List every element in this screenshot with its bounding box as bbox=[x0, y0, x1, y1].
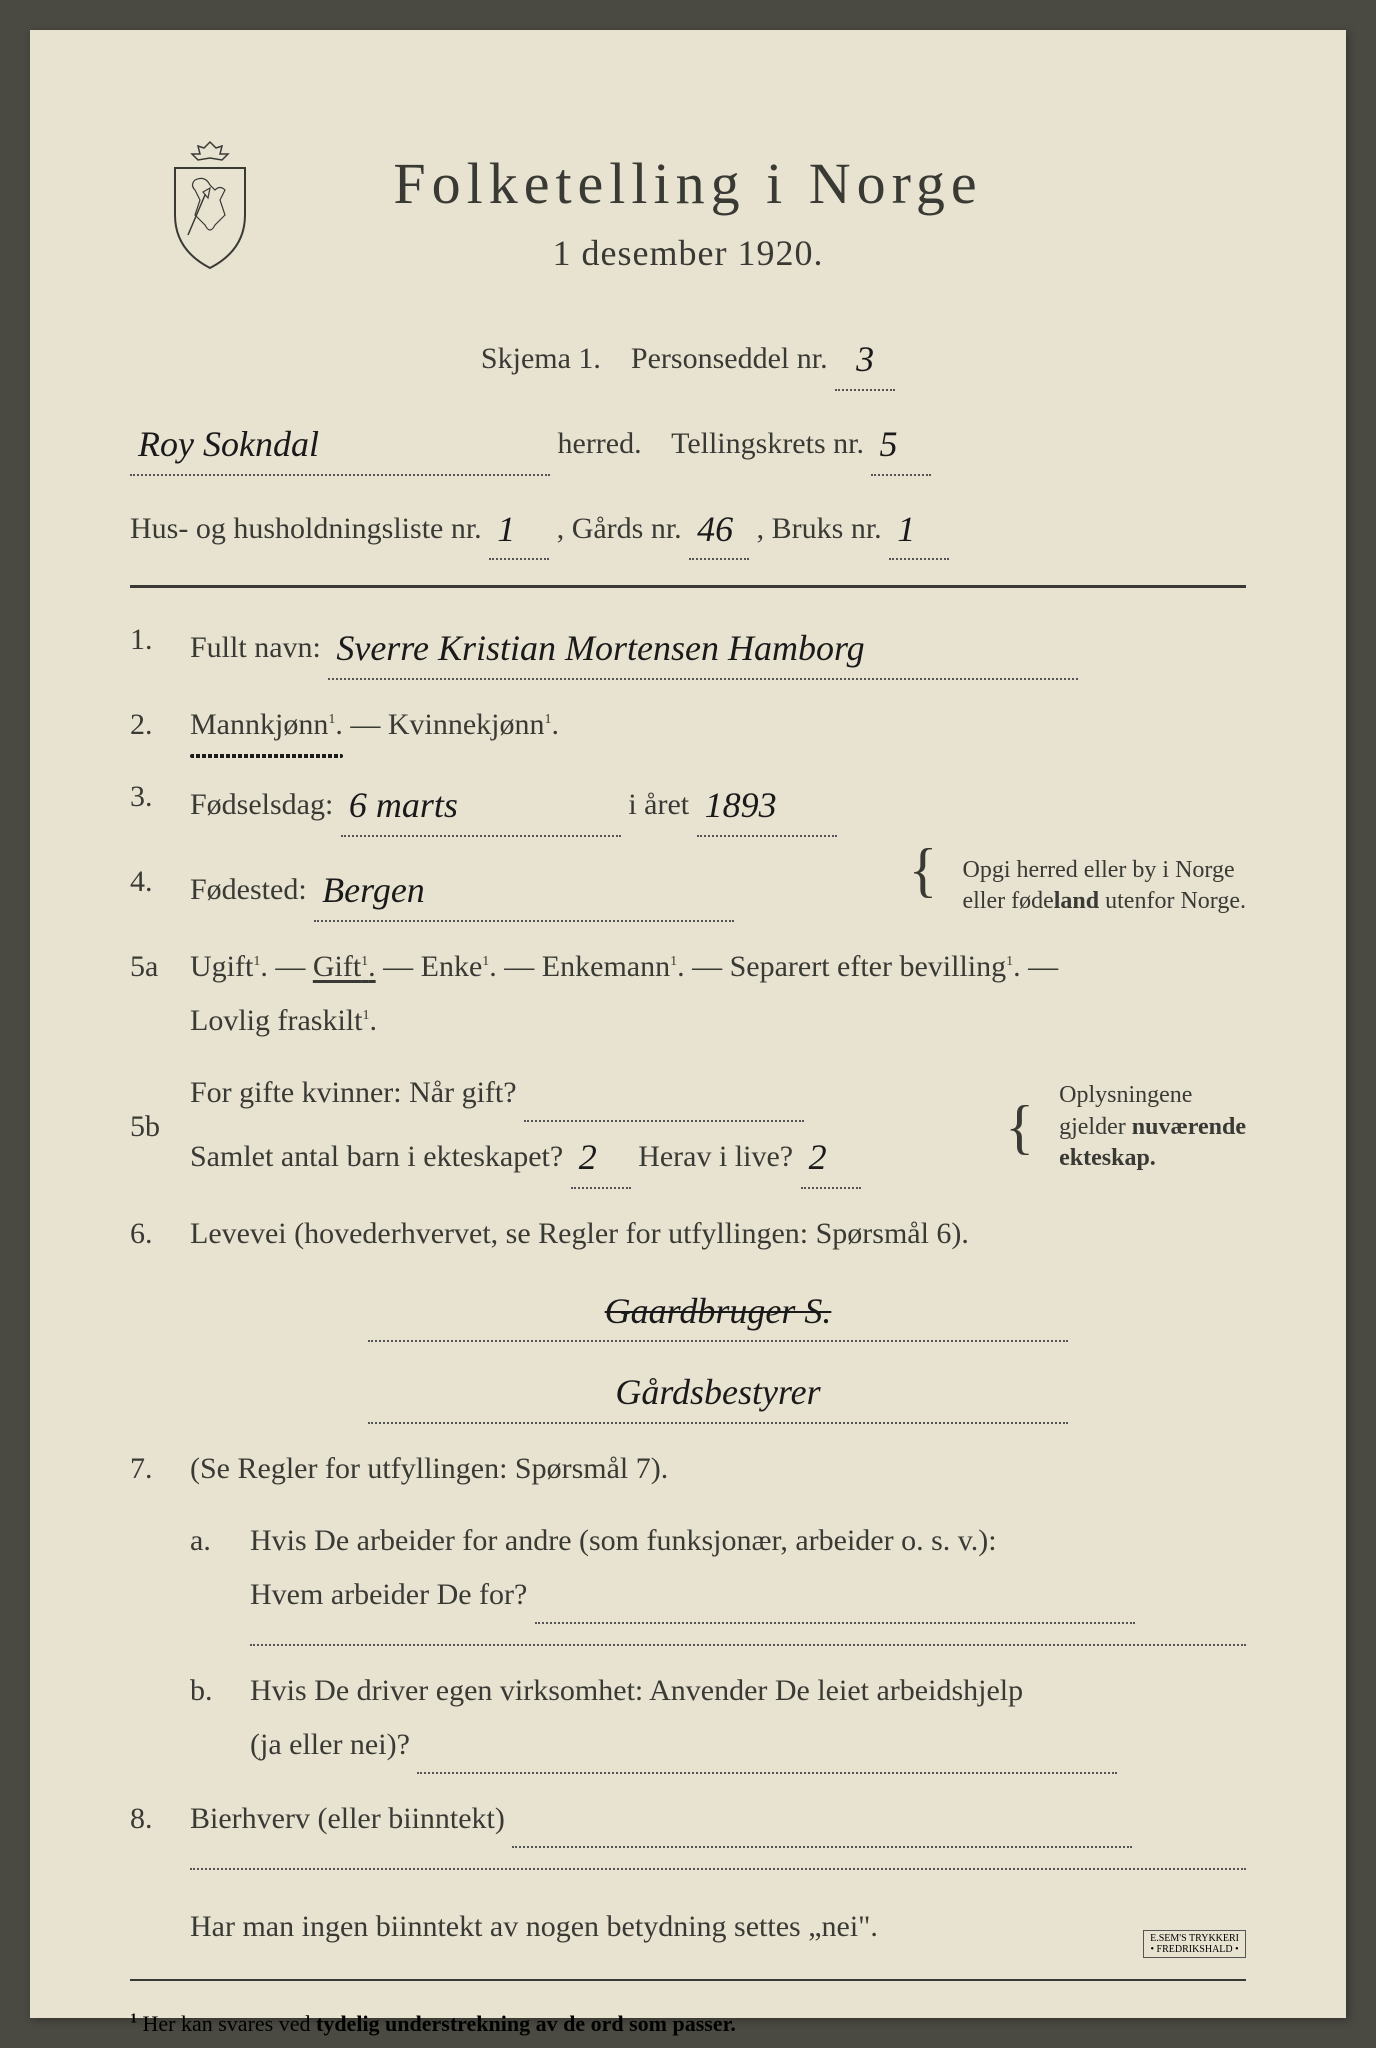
q7a-label2: Hvem arbeider De for? bbox=[250, 1578, 527, 1611]
q7a-letter: a. bbox=[190, 1514, 211, 1568]
main-title: Folketelling i Norge bbox=[130, 150, 1246, 217]
subtitle-date: 1 desember 1920. bbox=[130, 232, 1246, 274]
footer-note-1: Har man ingen biinntekt av nogen betydni… bbox=[130, 1900, 1246, 1954]
printer-mark: E.SEM'S TRYKKERI • FREDRIKSHALD • bbox=[1143, 1930, 1246, 1958]
document-header: Folketelling i Norge 1 desember 1920. bbox=[130, 150, 1246, 274]
q8-label: Bierhverv (eller biinntekt) bbox=[190, 1802, 505, 1835]
q2-mannkjonn: Mannkjønn1. bbox=[190, 698, 343, 752]
question-1: 1. Fullt navn: Sverre Kristian Mortensen… bbox=[130, 613, 1246, 680]
q5b-number: 5b bbox=[130, 1100, 160, 1154]
q5a-enke: Enke1. bbox=[421, 950, 497, 983]
q1-label: Fullt navn: bbox=[190, 631, 321, 664]
divider-bottom bbox=[130, 1979, 1246, 1981]
question-4: 4. Fødested: Bergen { Opgi herred eller … bbox=[130, 855, 1246, 922]
q5b-side-note: Oplysningene gjelder nuværende ekteskap. bbox=[1059, 1080, 1246, 1174]
census-form-document: Folketelling i Norge 1 desember 1920. Sk… bbox=[30, 30, 1346, 2018]
q2-number: 2. bbox=[130, 698, 153, 752]
q5a-enkemann: Enkemann1. bbox=[542, 950, 685, 983]
q3-year-value: 1893 bbox=[705, 785, 777, 825]
divider-top bbox=[130, 585, 1246, 588]
gards-nr: 46 bbox=[697, 509, 733, 549]
schema-line: Skjema 1. Personseddel nr. 3 bbox=[130, 324, 1246, 391]
q5a-number: 5a bbox=[130, 940, 158, 994]
q5b-label1: For gifte kvinner: Når gift? bbox=[190, 1076, 517, 1109]
question-7b: b. Hvis De driver egen virksomhet: Anven… bbox=[130, 1664, 1246, 1774]
q6-value-struck: Gaardbruger S. bbox=[605, 1291, 832, 1331]
q6-value: Gårdsbestyrer bbox=[615, 1372, 820, 1412]
q6-label: Levevei (hovederhvervet, se Regler for u… bbox=[190, 1217, 969, 1250]
personseddel-nr: 3 bbox=[856, 339, 874, 379]
coat-of-arms-icon bbox=[160, 140, 260, 270]
question-3: 3. Fødselsdag: 6 marts i året 1893 bbox=[130, 770, 1246, 837]
footer-note-2: 1 Her kan svares ved tydelig understrekn… bbox=[130, 2011, 1246, 2037]
q8-number: 8. bbox=[130, 1792, 153, 1846]
q4-side-note: Opgi herred eller by i Norge eller fødel… bbox=[962, 855, 1246, 917]
hus-line: Hus- og husholdningsliste nr. 1 , Gårds … bbox=[130, 494, 1246, 561]
q4-number: 4. bbox=[130, 855, 153, 909]
q5b-label3: Herav i live? bbox=[638, 1140, 793, 1173]
question-2: 2. Mannkjønn1. — Kvinnekjønn1. bbox=[130, 698, 1246, 752]
tellingskrets-label: Tellingskrets nr. bbox=[671, 427, 864, 460]
brace-icon-2: { bbox=[1005, 1112, 1034, 1142]
q4-value: Bergen bbox=[322, 870, 425, 910]
q6-number: 6. bbox=[130, 1207, 153, 1261]
q2-kvinnekjonn: Kvinnekjønn1. bbox=[388, 708, 559, 741]
q5b-barn-total: 2 bbox=[579, 1137, 597, 1177]
q5a-gift: Gift1. bbox=[313, 950, 376, 983]
gards-label: , Gårds nr. bbox=[557, 512, 682, 545]
herred-line: Roy Sokndal herred. Tellingskrets nr. 5 bbox=[130, 409, 1246, 476]
herred-name: Roy Sokndal bbox=[138, 424, 319, 464]
q7a-label1: Hvis De arbeider for andre (som funksjon… bbox=[250, 1524, 997, 1557]
q7a-fill-line bbox=[250, 1644, 1246, 1646]
q5b-label2: Samlet antal barn i ekteskapet? bbox=[190, 1140, 563, 1173]
q4-label: Fødested: bbox=[190, 873, 307, 906]
q3-number: 3. bbox=[130, 770, 153, 824]
q1-number: 1. bbox=[130, 613, 153, 667]
q7-number: 7. bbox=[130, 1442, 153, 1496]
schema-label: Skjema 1. bbox=[481, 342, 601, 375]
bruks-nr: 1 bbox=[897, 509, 915, 549]
q5a-fraskilt: Lovlig fraskilt1. bbox=[190, 1004, 377, 1037]
q1-name-value: Sverre Kristian Mortensen Hamborg bbox=[336, 628, 864, 668]
q5b-barn-live: 2 bbox=[809, 1137, 827, 1177]
q7b-label2: (ja eller nei)? bbox=[250, 1728, 410, 1761]
question-5b: 5b For gifte kvinner: Når gift? Samlet a… bbox=[130, 1066, 1246, 1189]
q3-year-label: i året bbox=[628, 788, 689, 821]
q8-fill-line bbox=[190, 1868, 1246, 1870]
question-6: 6. Levevei (hovederhvervet, se Regler fo… bbox=[130, 1207, 1246, 1425]
question-7a: a. Hvis De arbeider for andre (som funks… bbox=[130, 1514, 1246, 1646]
brace-icon: { bbox=[909, 855, 938, 885]
q3-day-value: 6 marts bbox=[349, 785, 458, 825]
q7b-letter: b. bbox=[190, 1664, 213, 1718]
husliste-nr: 1 bbox=[497, 509, 515, 549]
q5a-ugift: Ugift1. bbox=[190, 950, 268, 983]
q7-label: (Se Regler for utfyllingen: Spørsmål 7). bbox=[190, 1452, 668, 1485]
question-8: 8. Bierhverv (eller biinntekt) bbox=[130, 1792, 1246, 1870]
tellingskrets-nr: 5 bbox=[879, 424, 897, 464]
personseddel-label: Personseddel nr. bbox=[631, 342, 828, 375]
bruks-label: , Bruks nr. bbox=[757, 512, 882, 545]
husliste-label: Hus- og husholdningsliste nr. bbox=[130, 512, 482, 545]
q7b-label1: Hvis De driver egen virksomhet: Anvender… bbox=[250, 1674, 1023, 1707]
question-7: 7. (Se Regler for utfyllingen: Spørsmål … bbox=[130, 1442, 1246, 1496]
q3-day-label: Fødselsdag: bbox=[190, 788, 333, 821]
question-5a: 5a Ugift1. — Gift1. — Enke1. — Enkemann1… bbox=[130, 940, 1246, 1048]
herred-label: herred. bbox=[558, 427, 642, 460]
q5a-separert: Separert efter bevilling1. bbox=[730, 950, 1021, 983]
